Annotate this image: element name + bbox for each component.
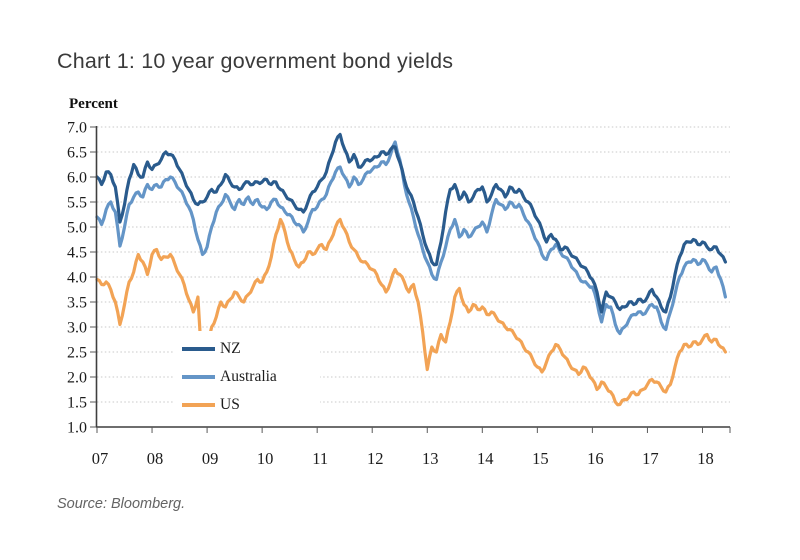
- x-tick-label: 15: [532, 449, 549, 468]
- legend-label-nz: NZ: [220, 340, 241, 357]
- y-tick-label: 4.5: [67, 245, 87, 262]
- y-tick-label: 7.0: [67, 120, 87, 137]
- y-tick-label: 3.5: [67, 295, 87, 312]
- x-tick-label: 14: [477, 449, 494, 468]
- legend-item-australia: Australia: [173, 363, 320, 391]
- x-tick-label: 18: [697, 449, 714, 468]
- chart-title: Chart 1: 10 year government bond yields: [57, 49, 454, 73]
- y-tick-label: 3.0: [67, 320, 87, 337]
- y-tick-label: 5.5: [67, 195, 87, 212]
- y-tick-label: 4.0: [67, 270, 87, 287]
- legend-label-australia: Australia: [220, 368, 277, 385]
- legend-item-us: US: [173, 391, 320, 419]
- x-tick-label: 11: [312, 449, 328, 468]
- x-tick-label: 17: [642, 449, 659, 468]
- legend: NZ Australia US: [173, 331, 320, 424]
- x-tick-label: 08: [147, 449, 164, 468]
- legend-label-us: US: [220, 396, 240, 413]
- y-tick-label: 1.0: [67, 420, 87, 437]
- nz-line-swatch: [182, 347, 215, 351]
- x-tick-label: 09: [202, 449, 219, 468]
- x-tick-label: 12: [367, 449, 384, 468]
- y-tick-label: 6.0: [67, 170, 87, 187]
- source-note: Source: Bloomberg.: [57, 496, 186, 512]
- y-tick-label: 1.5: [67, 395, 87, 412]
- x-tick-label: 16: [587, 449, 604, 468]
- series-line-australia: [95, 140, 728, 336]
- y-tick-label: 2.0: [67, 370, 87, 387]
- us-line-swatch: [182, 403, 215, 407]
- x-tick-label: 07: [92, 449, 109, 468]
- australia-line-swatch: [182, 375, 215, 379]
- y-tick-label: 5.0: [67, 220, 87, 237]
- series-line-nz: [95, 132, 728, 314]
- y-axis-title: Percent: [69, 96, 118, 112]
- x-tick-label: 10: [257, 449, 274, 468]
- legend-item-nz: NZ: [173, 335, 320, 363]
- y-tick-label: 6.5: [67, 145, 87, 162]
- y-tick-label: 2.5: [67, 345, 87, 362]
- x-tick-label: 13: [422, 449, 439, 468]
